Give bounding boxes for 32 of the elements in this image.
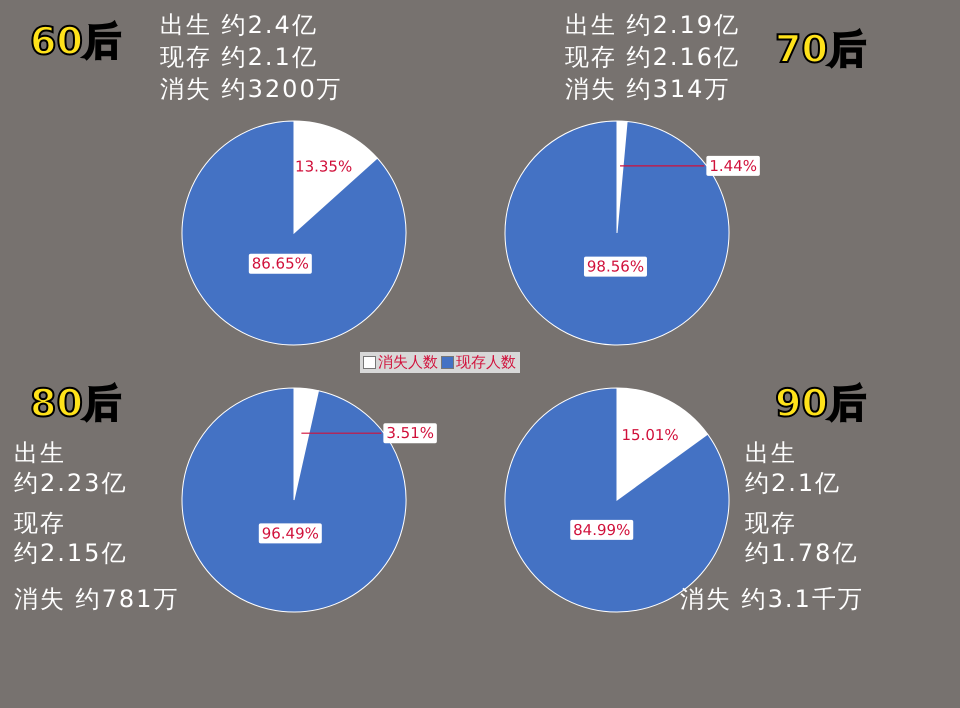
data-label: 86.65% <box>252 254 309 273</box>
text: 现存 约2.1亿 <box>160 43 318 71</box>
data-label: 15.01% <box>621 426 679 444</box>
data-label: 98.56% <box>586 258 644 276</box>
text: 约2.15亿 <box>14 539 128 567</box>
data-label: 13.35% <box>295 158 352 176</box>
data-label: 3.51% <box>386 424 434 442</box>
text: 90后 <box>775 381 866 425</box>
text: 现存 <box>745 509 797 537</box>
text: 出生 约2.19亿 <box>565 11 740 39</box>
pie-slice <box>182 120 406 346</box>
text: 出生 约2.4亿 <box>160 11 318 39</box>
chart-title: 70后 <box>775 27 866 71</box>
chart-title: 80后 <box>30 381 121 425</box>
legend-label: 现存人数 <box>456 353 516 372</box>
pie-slice <box>504 388 730 612</box>
text: 消失 约3200万 <box>160 75 343 103</box>
text: 消失 约781万 <box>14 585 180 613</box>
data-label: 1.44% <box>709 156 758 175</box>
text: 约1.78亿 <box>745 539 858 567</box>
text: 消失 约314万 <box>565 75 730 103</box>
text: 现存 约2.16亿 <box>565 43 740 71</box>
text: 出生 <box>14 439 66 467</box>
text: 消失 约3.1千万 <box>680 585 864 613</box>
data-label: 84.99% <box>573 520 630 539</box>
text: 约2.1亿 <box>745 469 842 497</box>
data-label: 96.49% <box>262 524 319 542</box>
chart-title: 60后 <box>30 19 121 63</box>
text: 出生 <box>745 439 797 467</box>
legend-label: 消失人数 <box>378 353 438 372</box>
text: 约2.23亿 <box>14 469 128 497</box>
text: 现存 <box>14 509 66 537</box>
